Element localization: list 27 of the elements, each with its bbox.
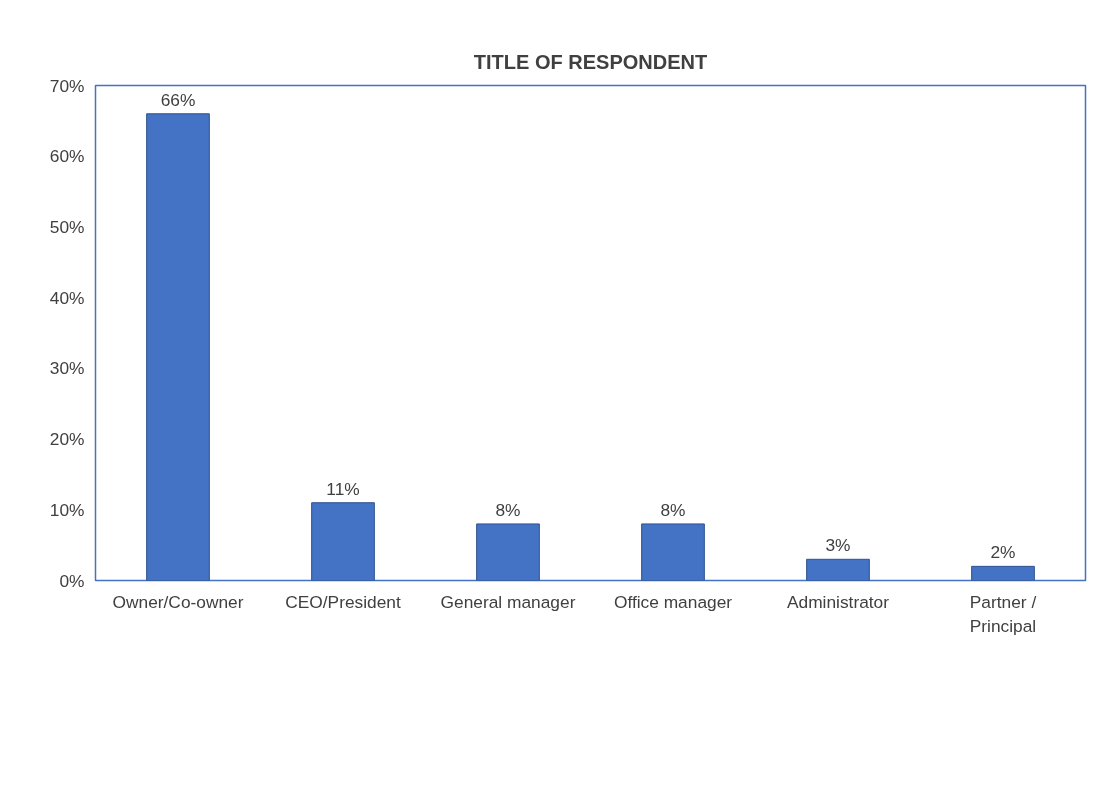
x-tick-label: Partner / Principal [969, 591, 1037, 636]
y-tick-label: 30% [49, 358, 85, 379]
y-tick-label: 0% [59, 570, 85, 591]
x-tick-label: Owner/Co-owner [112, 591, 244, 612]
data-label: 8% [495, 499, 521, 520]
y-tick-label: 70% [49, 75, 85, 96]
y-tick-label: 10% [49, 499, 85, 520]
data-label: 8% [660, 499, 686, 520]
bar [806, 558, 870, 581]
bar [146, 113, 210, 581]
bar [311, 502, 375, 581]
y-tick-label: 60% [49, 146, 85, 167]
bar [971, 565, 1035, 581]
data-label: 11% [326, 478, 360, 499]
y-tick-label: 50% [49, 216, 85, 237]
bar [641, 523, 705, 581]
y-tick-label: 20% [49, 429, 85, 450]
x-tick-label: CEO/President [285, 591, 401, 612]
chart-title: TITLE OF RESPONDENT [473, 51, 708, 73]
data-label: 2% [990, 542, 1016, 563]
data-label: 66% [160, 89, 196, 110]
y-tick-label: 40% [49, 287, 85, 308]
bar [476, 523, 540, 581]
data-label: 3% [825, 535, 851, 556]
x-tick-label: Administrator [786, 591, 890, 612]
x-tick-label: General manager [440, 591, 576, 612]
x-tick-label: Office manager [613, 591, 733, 612]
